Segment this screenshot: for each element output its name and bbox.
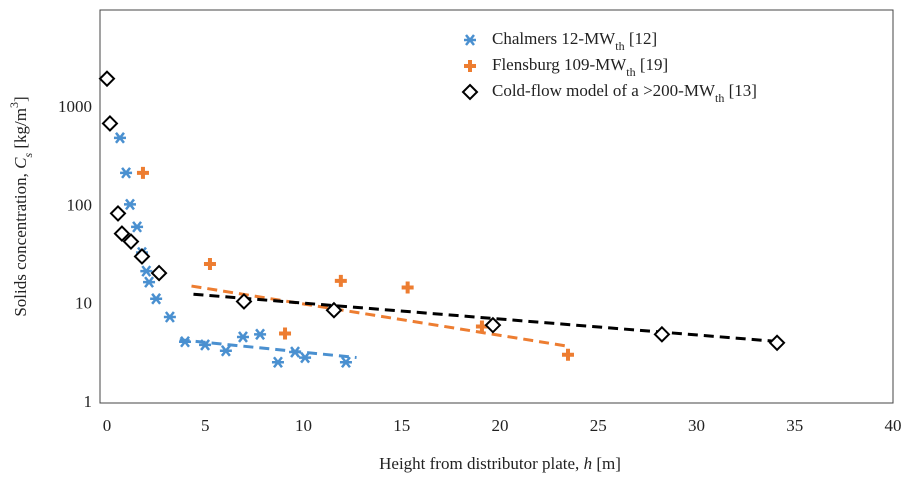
text-part: th	[626, 65, 635, 79]
point	[484, 316, 502, 334]
text-part: 3	[7, 102, 21, 108]
point	[179, 335, 192, 348]
legend-label: Chalmers 12-MWth [12]	[492, 29, 657, 53]
text-part: [kg/m	[11, 108, 30, 153]
point	[289, 346, 302, 358]
text-part: h	[584, 454, 593, 473]
point	[334, 274, 347, 287]
point	[299, 351, 312, 364]
point	[120, 167, 133, 179]
point	[199, 339, 212, 351]
text-part: [m]	[592, 454, 621, 473]
point	[98, 70, 116, 88]
text-part: [12]	[625, 29, 658, 48]
point	[219, 345, 232, 357]
legend-marker	[464, 60, 476, 72]
point	[113, 132, 126, 144]
point	[163, 311, 176, 323]
x-tick-label: 10	[295, 416, 312, 435]
text-part: th	[615, 39, 624, 53]
trend-line	[179, 338, 357, 360]
legend-marker	[464, 34, 476, 46]
point	[561, 348, 574, 361]
x-axis-title: Height from distributor plate, h [m]	[379, 454, 621, 473]
text-part: [13]	[724, 81, 757, 100]
point	[203, 257, 216, 270]
point	[236, 331, 249, 343]
plot-frame	[99, 9, 894, 404]
point	[768, 334, 786, 352]
y-tick-label: 1000	[58, 97, 92, 116]
legend-label: Cold-flow model of a >200-MWth [13]	[492, 81, 757, 105]
point	[150, 293, 163, 305]
point	[279, 327, 292, 340]
text-part: Height from distributor plate,	[379, 454, 583, 473]
text-part: th	[715, 91, 724, 105]
point	[133, 248, 151, 265]
text-part: Solids concentration,	[11, 169, 30, 317]
x-tick-label: 5	[201, 416, 210, 435]
y-axis-title: Solids concentration, Cs [kg/m3]	[7, 96, 35, 316]
x-tick-label: 40	[885, 416, 902, 435]
x-tick-label: 25	[590, 416, 607, 435]
trend-line	[193, 292, 782, 344]
x-tick-label: 15	[393, 416, 410, 435]
point	[140, 265, 153, 277]
x-tick-label: 35	[786, 416, 803, 435]
text-part: [19]	[636, 55, 669, 74]
point	[653, 325, 671, 343]
text-part: C	[11, 157, 30, 169]
point	[136, 166, 149, 179]
point	[254, 328, 267, 341]
point	[101, 115, 119, 132]
point	[123, 198, 136, 211]
point	[143, 276, 156, 288]
point	[401, 281, 414, 294]
point	[150, 264, 168, 282]
point	[339, 356, 352, 369]
point	[113, 225, 131, 243]
point	[235, 293, 253, 310]
point	[131, 221, 144, 233]
text-part: ]	[11, 96, 30, 102]
text-part: s	[21, 153, 35, 158]
point	[325, 301, 343, 319]
x-tick-label: 0	[103, 416, 112, 435]
x-tick-label: 30	[688, 416, 705, 435]
y-tick-label: 10	[75, 294, 92, 313]
point	[122, 233, 140, 250]
text-part: Cold-flow model of a >200-MW	[492, 81, 716, 100]
y-tick-label: 100	[67, 195, 93, 214]
text-part: Chalmers 12-MW	[492, 29, 616, 48]
legend-marker	[461, 83, 479, 101]
legend-label: Flensburg 109-MWth [19]	[492, 55, 668, 79]
point	[271, 356, 284, 369]
point	[109, 205, 127, 222]
x-tick-label: 20	[492, 416, 509, 435]
y-tick-label: 1	[84, 392, 93, 411]
text-part: Flensburg 109-MW	[492, 55, 627, 74]
